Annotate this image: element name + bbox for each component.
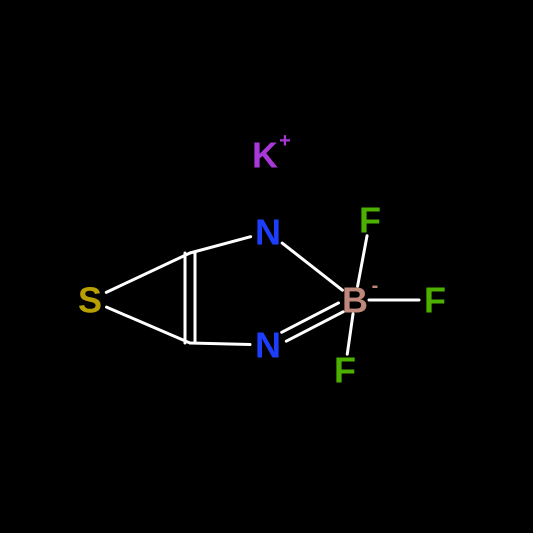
atom-S: S xyxy=(78,280,102,321)
atom-N1: N xyxy=(255,212,281,253)
charge-B: - xyxy=(372,275,379,297)
atom-F3: F xyxy=(334,350,356,391)
atom-K: K xyxy=(252,135,278,176)
atom-F1: F xyxy=(359,200,381,241)
atom-N2: N xyxy=(255,325,281,366)
atom-F2: F xyxy=(424,280,446,321)
molecule-diagram: K+ N N S B- F F F xyxy=(0,0,533,533)
atom-B: B xyxy=(342,280,368,321)
charge-K: + xyxy=(279,130,291,152)
atoms: K+ N N S B- F F F xyxy=(78,130,446,391)
